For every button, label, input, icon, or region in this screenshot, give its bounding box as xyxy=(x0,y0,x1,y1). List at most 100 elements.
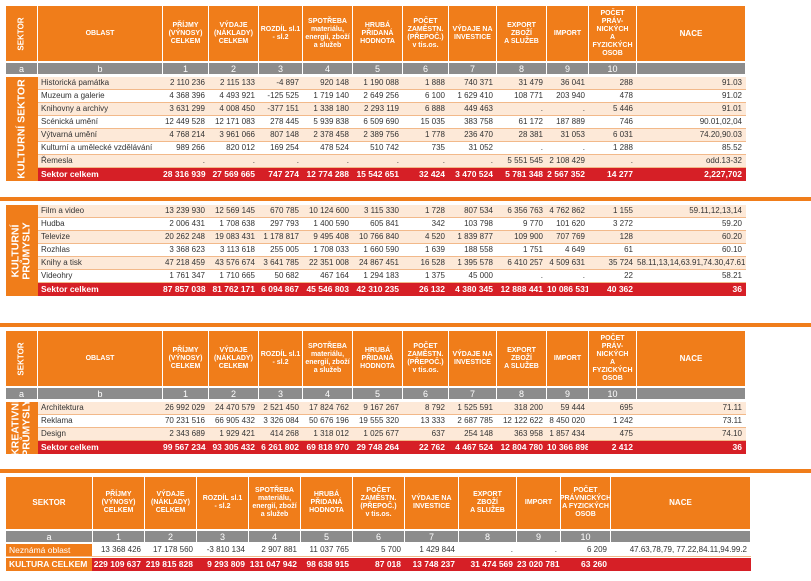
row-cell: 109 900 xyxy=(514,232,543,241)
row-cell: . xyxy=(296,156,299,165)
row-label: Architektura xyxy=(41,403,84,412)
row-cell: . xyxy=(540,143,543,152)
row-cell: 1 242 xyxy=(612,416,633,425)
sector-label-wrap: KULTURNÍ SEKTOR xyxy=(6,77,38,181)
row-cell: 1 155 xyxy=(612,206,633,215)
total-cell: 4 467 524 xyxy=(455,442,493,452)
unknown-row: Neznámá oblast 13 368 426 17 178 560 -3 810… xyxy=(6,544,751,557)
table-row: Videohry 1 761 347 1 710 665 50 682 467 164 1… xyxy=(38,270,746,283)
header-col-7: VÝDAJE NA INVESTICE xyxy=(449,6,496,61)
row-cell: 5 551 545 xyxy=(507,156,543,165)
total-cell: 2 567 352 xyxy=(547,169,585,179)
header-col-9: IMPORT xyxy=(547,331,588,386)
table-row: Knihy a tisk 47 218 459 43 576 674 3 641 78… xyxy=(38,257,746,270)
row-cell: 383 758 xyxy=(464,117,493,126)
grand-total-cell: 98 638 915 xyxy=(306,559,349,569)
row-cell: 60.10 xyxy=(721,245,742,254)
row-cell: 1 708 638 xyxy=(219,219,255,228)
row-cell: 22 351 008 xyxy=(308,258,349,267)
summary-header-sektor: SEKTOR xyxy=(6,477,92,529)
row-cell: 3 113 618 xyxy=(220,245,255,254)
total-cell: 15 542 651 xyxy=(356,169,399,179)
row-cell: . xyxy=(490,156,493,165)
row-cell: 1 525 591 xyxy=(457,403,493,412)
index-cell: 3 xyxy=(259,388,302,399)
grand-total-cell: 219 815 828 xyxy=(145,559,193,569)
row-cell: 1 857 434 xyxy=(549,429,585,438)
total-cell: 42 310 235 xyxy=(356,284,399,294)
row-cell: 1 778 xyxy=(424,130,445,139)
unknown-cell: 1 429 844 xyxy=(419,545,455,554)
row-cell: 2 343 689 xyxy=(169,429,205,438)
summary-header-col-3: ROZDÍL sl.1 - sl.2 xyxy=(197,477,248,529)
index-row: a b 1 2 3 4 5 6 7 8 9 10 xyxy=(6,63,746,74)
row-cell: 707 769 xyxy=(556,232,585,241)
summary-header-col-5: HRUBÁ PŘIDANÁ HODNOTA xyxy=(301,477,352,529)
sector-sidebar: KULTURNÍ SEKTOR xyxy=(6,77,38,181)
row-cell: 74.10 xyxy=(721,429,742,438)
grand-total-label: KULTURA CELKEM xyxy=(6,558,92,571)
row-cell: 695 xyxy=(619,403,633,412)
row-cell: -4 897 xyxy=(276,78,299,87)
row-cell: 4 493 921 xyxy=(219,91,255,100)
row-cell: 6 031 xyxy=(612,130,633,139)
row-cell: 6 410 257 xyxy=(507,258,543,267)
index-cell: 5 xyxy=(301,531,352,542)
row-cell: 6 356 763 xyxy=(507,206,543,215)
row-cell: 12 171 083 xyxy=(214,117,255,126)
table-row: Architektura 26 992 029 24 470 579 2 521 45… xyxy=(38,402,746,415)
row-cell: 297 793 xyxy=(270,219,299,228)
index-cell: a xyxy=(6,531,92,542)
total-cell: 69 818 970 xyxy=(306,442,349,452)
row-cell: 12 122 622 xyxy=(502,416,543,425)
section-separator xyxy=(0,469,811,473)
unknown-cell: 47.63,78,79, 77.22,84.11,94.99.2 xyxy=(629,545,747,554)
total-cell: 6 261 802 xyxy=(261,442,299,452)
row-cell: 6 888 xyxy=(424,104,445,113)
grand-total-cell: 9 293 809 xyxy=(207,559,245,569)
sector-total-row: Sektor celkem 87 857 038 81 762 171 6 094 8… xyxy=(38,283,746,296)
row-cell: 1 660 590 xyxy=(363,245,399,254)
header-col-7: VÝDAJE NA INVESTICE xyxy=(449,331,496,386)
row-cell: 478 524 xyxy=(320,143,349,152)
row-cell: -125 525 xyxy=(267,91,299,100)
row-cell: 3 326 084 xyxy=(263,416,299,425)
row-cell: 1 929 421 xyxy=(219,429,255,438)
index-cell: 1 xyxy=(163,388,208,399)
table-row: Hudba 2 006 431 1 708 638 297 793 1 400 590 6… xyxy=(38,218,746,231)
table-row: Film a video 13 239 930 12 569 145 670 785 1… xyxy=(38,205,746,218)
row-cell: 2 293 119 xyxy=(364,104,399,113)
header-col-6: POČET ZAMĚSTN. (PŘEPOČ.) v tis.os. xyxy=(403,331,448,386)
row-label: Kulturní a umělecké vzdělávání xyxy=(41,143,153,152)
row-label: Film a video xyxy=(41,206,85,215)
row-label: Výtvarná umění xyxy=(41,130,98,139)
row-cell: 9 495 408 xyxy=(313,232,349,241)
sector-total-row: Sektor celkem 28 316 939 27 569 665 747 274… xyxy=(38,168,746,181)
header-row: SEKTOR OBLAST PŘÍJMY (VÝNOSY) CELKEM VÝDAJE… xyxy=(6,6,746,61)
row-cell: 22 xyxy=(624,271,633,280)
row-cell: 101 620 xyxy=(556,219,585,228)
total-cell: 10 086 531 xyxy=(547,284,588,294)
summary-header-col-9: IMPORT xyxy=(517,477,560,529)
summary-header-col-1: PŘÍJMY (VÝNOSY) CELKEM xyxy=(93,477,144,529)
table-row: Muzeum a galerie 4 368 396 4 493 921 -125 5… xyxy=(38,90,746,103)
index-cell: 5 xyxy=(353,63,402,74)
total-cell: 5 781 348 xyxy=(505,169,543,179)
header-col-1: PŘÍJMY (VÝNOSY) CELKEM xyxy=(163,331,208,386)
table-row: Rozhlas 3 368 623 3 113 618 255 005 1 708 03… xyxy=(38,244,746,257)
row-cell: 10 766 840 xyxy=(358,232,399,241)
table-row: Řemesla....... 5 551 545 2 108 429. odd.13-… xyxy=(38,155,746,168)
index-cell: a xyxy=(6,63,37,74)
grand-total-cell: 13 748 237 xyxy=(412,559,455,569)
row-cell: . xyxy=(252,156,255,165)
sector-label-wrap: KREATIVNÍ PRŮMYSLY xyxy=(6,399,38,456)
index-cell: 5 xyxy=(353,388,402,399)
row-cell: 3 631 299 xyxy=(169,104,205,113)
index-cell: 3 xyxy=(259,63,302,74)
row-cell: 807 534 xyxy=(464,206,493,215)
sector-rows: Film a video 13 239 930 12 569 145 670 785 1… xyxy=(38,205,746,296)
row-cell: 20 262 248 xyxy=(164,232,205,241)
row-cell: . xyxy=(202,156,205,165)
row-cell: 2 687 785 xyxy=(457,416,493,425)
row-cell: 363 958 xyxy=(514,429,543,438)
